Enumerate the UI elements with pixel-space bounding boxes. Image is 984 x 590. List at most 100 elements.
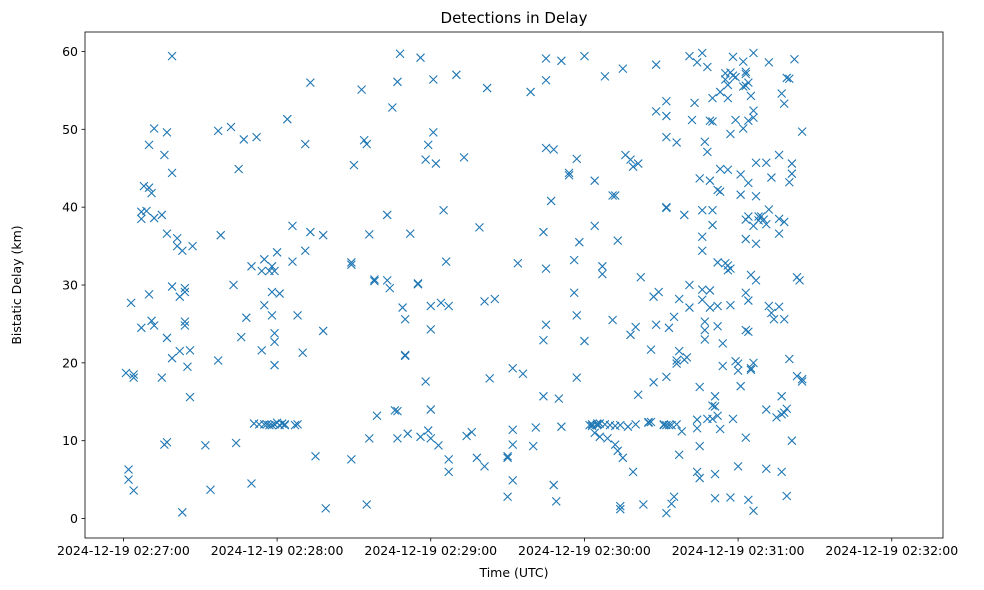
data-point (370, 275, 379, 284)
data-point (610, 440, 620, 449)
data-point (664, 323, 674, 333)
data-point (423, 426, 433, 435)
data-point (784, 177, 794, 187)
data-point (679, 210, 689, 220)
data-point (777, 467, 787, 477)
data-point (669, 492, 679, 502)
data-point (720, 75, 730, 84)
x-tick-label: 2024-12-19 02:31:00 (672, 543, 805, 558)
y-tick-label: 10 (62, 433, 78, 448)
data-point (167, 168, 177, 178)
data-point (677, 426, 687, 436)
data-point (551, 497, 561, 506)
data-point (787, 159, 797, 168)
data-point (743, 327, 753, 337)
data-point (774, 229, 784, 239)
data-point (700, 325, 710, 335)
data-point (282, 114, 292, 124)
data-point (508, 425, 518, 435)
data-point (708, 414, 717, 424)
data-point (362, 500, 372, 509)
data-point (272, 247, 282, 257)
data-point (761, 405, 771, 414)
data-point (270, 360, 279, 370)
data-point (741, 234, 751, 244)
data-point (736, 190, 746, 200)
data-point (185, 392, 195, 402)
data-point (259, 300, 269, 310)
data-point (144, 183, 154, 193)
data-point (687, 115, 697, 125)
data-point (259, 254, 269, 264)
data-point (180, 317, 190, 326)
data-point (180, 321, 190, 330)
data-point (180, 283, 190, 293)
data-point (636, 272, 646, 282)
data-point (426, 433, 436, 443)
data-point (462, 431, 472, 441)
data-point (662, 508, 671, 518)
data-point (782, 491, 792, 501)
data-point (597, 261, 607, 271)
data-point (188, 241, 197, 251)
x-tick-label: 2024-12-19 02:28:00 (211, 543, 344, 558)
data-point (784, 74, 794, 84)
data-point (231, 438, 241, 448)
data-point (631, 419, 641, 429)
data-point (162, 333, 172, 343)
data-point (749, 106, 758, 116)
y-tick-label: 30 (62, 278, 78, 293)
data-point (741, 288, 751, 298)
data-point (124, 465, 133, 474)
data-point (674, 450, 684, 460)
data-point (618, 453, 628, 463)
data-point (710, 391, 720, 401)
data-point (136, 323, 146, 333)
data-point (692, 423, 702, 433)
data-point (270, 266, 279, 276)
data-point (713, 321, 723, 331)
data-point (731, 115, 740, 125)
data-point (649, 377, 658, 387)
data-point (728, 414, 738, 424)
data-point (267, 261, 277, 271)
data-point (318, 230, 328, 240)
data-point (723, 165, 733, 175)
data-point (362, 139, 372, 149)
data-point (541, 54, 551, 63)
data-point (426, 405, 436, 414)
y-tick-label: 60 (62, 44, 78, 59)
data-point (787, 169, 797, 179)
data-point (513, 258, 523, 268)
data-point (475, 223, 484, 232)
data-point (451, 70, 461, 80)
y-tick-label: 20 (62, 355, 78, 370)
data-point (136, 214, 146, 224)
data-point (400, 351, 410, 361)
data-point (277, 419, 287, 428)
data-point (129, 373, 139, 383)
data-point (628, 162, 638, 172)
data-point (761, 219, 771, 229)
data-point (590, 428, 600, 438)
x-tick-label: 2024-12-19 02:32:00 (825, 543, 958, 558)
data-point (157, 210, 167, 220)
data-point (779, 217, 789, 227)
data-point (503, 451, 512, 461)
data-point (695, 173, 705, 183)
data-point (518, 369, 528, 379)
data-point (349, 160, 359, 170)
data-point (216, 230, 226, 240)
data-point (387, 103, 397, 112)
data-point (672, 359, 682, 369)
data-point (708, 93, 717, 103)
data-point (359, 135, 369, 145)
data-point (769, 314, 779, 324)
data-point (767, 308, 776, 318)
data-point (267, 310, 277, 320)
data-point (293, 419, 302, 429)
data-point (787, 436, 797, 446)
data-point (546, 196, 556, 206)
data-point (603, 433, 612, 443)
data-point (705, 116, 715, 126)
